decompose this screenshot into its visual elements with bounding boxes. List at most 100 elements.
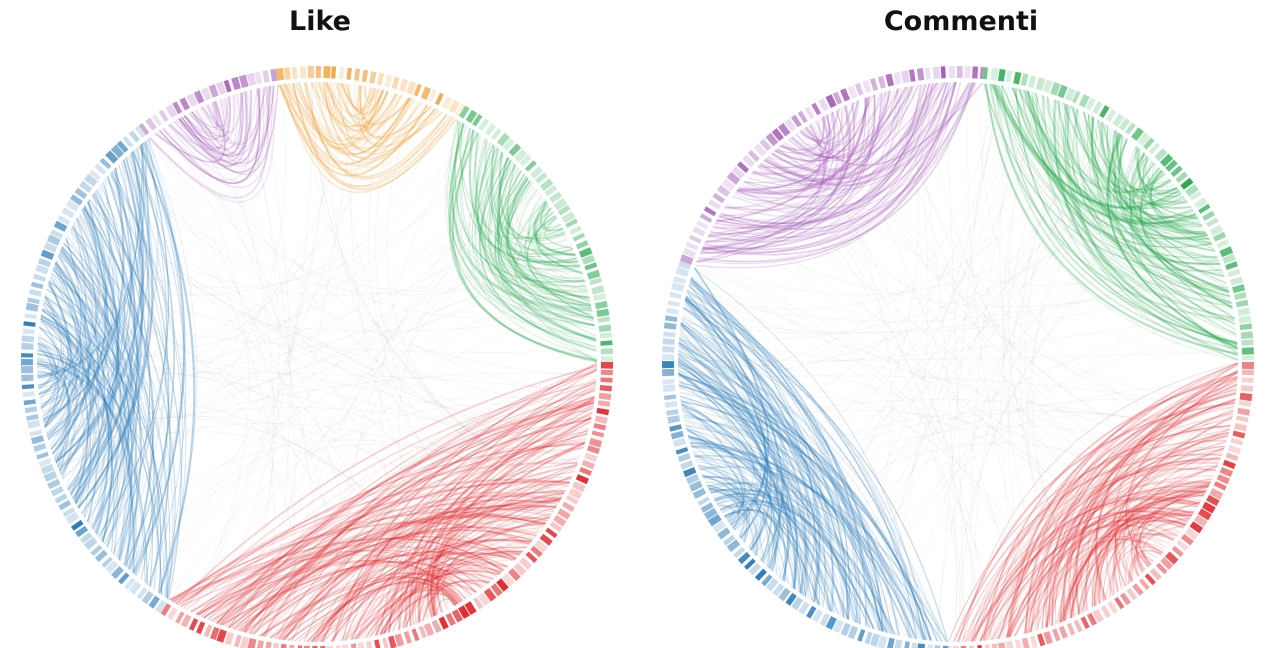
chord-link-red (219, 458, 580, 626)
background-link (804, 132, 1118, 596)
ring-tick-red (1138, 578, 1150, 591)
chord-link-orange (311, 81, 427, 158)
chord-link-blue (37, 295, 63, 378)
chord-link-blue (41, 308, 168, 599)
chord-link-red (310, 569, 489, 643)
chord-link-purple (701, 105, 851, 250)
chord-link-blue (37, 343, 119, 556)
chord-link-purple (714, 83, 932, 231)
chord-link-blue (683, 307, 949, 642)
chord-link-green (480, 141, 584, 279)
ring-tick-purple (679, 254, 694, 265)
chord-link-purple (194, 86, 266, 156)
chord-link-red (282, 500, 560, 641)
ring-tick-red (431, 619, 442, 633)
ring-tick-red (598, 392, 612, 401)
ring-tick-green (1148, 142, 1160, 155)
chord-link-blue (54, 209, 110, 461)
chord-link-red (1037, 365, 1239, 631)
chord-link-green (1130, 157, 1237, 331)
chord-link-blue (679, 324, 818, 603)
chord-link-red (408, 396, 596, 627)
chord-link-green (1132, 153, 1227, 284)
ring-tick-blue (20, 359, 33, 366)
background-link (967, 83, 1044, 628)
chord-link-blue (86, 183, 139, 522)
background-link (167, 125, 250, 612)
chord-link-purple (701, 112, 838, 250)
chord-link-green (1000, 85, 1238, 343)
chord-link-green (505, 175, 591, 301)
chord-link-blue (88, 199, 151, 561)
chord-link-purple (726, 85, 912, 212)
chord-link-purple (697, 81, 957, 265)
chord-link-blue (71, 226, 151, 573)
chord-link-red (200, 480, 570, 618)
ring-tick-green (557, 204, 571, 216)
ring-tick-purple (753, 143, 767, 157)
ring-tick-green (1205, 217, 1219, 228)
chord-link-red (417, 475, 573, 623)
ring-tick-purple (956, 65, 963, 78)
chord-link-blue (679, 323, 772, 551)
chord-link-green (1058, 100, 1229, 289)
ring-tick-red (280, 643, 287, 648)
chord-link-blue (38, 143, 144, 398)
background-link (124, 396, 593, 565)
chord-link-red (392, 550, 524, 632)
chord-link-red (1070, 494, 1205, 619)
chord-link-red (432, 516, 551, 617)
ring-tick-blue (870, 633, 880, 647)
chord-link-red (1077, 513, 1193, 616)
chord-link-green (1106, 133, 1239, 350)
chord-link-green (1140, 161, 1224, 273)
ring-tick-red (513, 562, 527, 576)
chord-link-red (966, 482, 1209, 643)
chord-link-green (1131, 147, 1213, 245)
ring-tick-purple (784, 118, 797, 132)
chord-link-purple (712, 92, 883, 229)
chord-link-red (227, 382, 597, 629)
chord-link-orange (284, 83, 384, 146)
chord-link-blue (688, 438, 810, 599)
chord-link-orange (324, 81, 423, 150)
ring-tick-red (1241, 377, 1254, 383)
chord-link-blue (86, 201, 140, 542)
chord-link-green (1041, 94, 1182, 205)
chord-link-red (211, 402, 595, 623)
chord-link-blue (40, 238, 86, 409)
ring-tick-blue (21, 384, 35, 390)
chord-link-blue (78, 213, 133, 535)
ring-tick-red (382, 637, 389, 648)
chord-link-purple (760, 82, 974, 191)
background-link (1031, 136, 1124, 608)
chord-link-green (524, 207, 593, 313)
chord-link-purple (744, 88, 899, 191)
chord-link-green (524, 204, 591, 303)
chord-link-green (1100, 121, 1207, 234)
chord-link-blue (39, 322, 105, 531)
chord-link-blue (714, 492, 897, 636)
ring-tick-red (1230, 437, 1244, 446)
chord-link-red (195, 495, 561, 616)
ring-tick-green (569, 225, 582, 235)
ring-tick-purple (840, 88, 851, 102)
chord-link-green (534, 202, 576, 256)
chord-link-red (297, 581, 459, 643)
ring-tick-red (203, 624, 213, 638)
chord-link-red (1065, 500, 1202, 621)
ring-tick-green (1180, 177, 1194, 190)
ring-tick-green (1137, 132, 1151, 146)
chord-link-blue (42, 304, 77, 450)
ring-tick-blue (864, 631, 873, 645)
ring-tick-blue (40, 249, 55, 260)
ring-tick-blue (857, 629, 866, 642)
chord-link-green (494, 180, 598, 362)
chord-link-red (1063, 510, 1195, 622)
ring-tick-purple (689, 234, 702, 244)
ring-tick-red (594, 415, 608, 424)
chord-link-purple (743, 111, 835, 184)
chord-link-blue (47, 284, 112, 531)
chord-link-blue (37, 332, 55, 386)
chord-link-purple (738, 97, 867, 192)
